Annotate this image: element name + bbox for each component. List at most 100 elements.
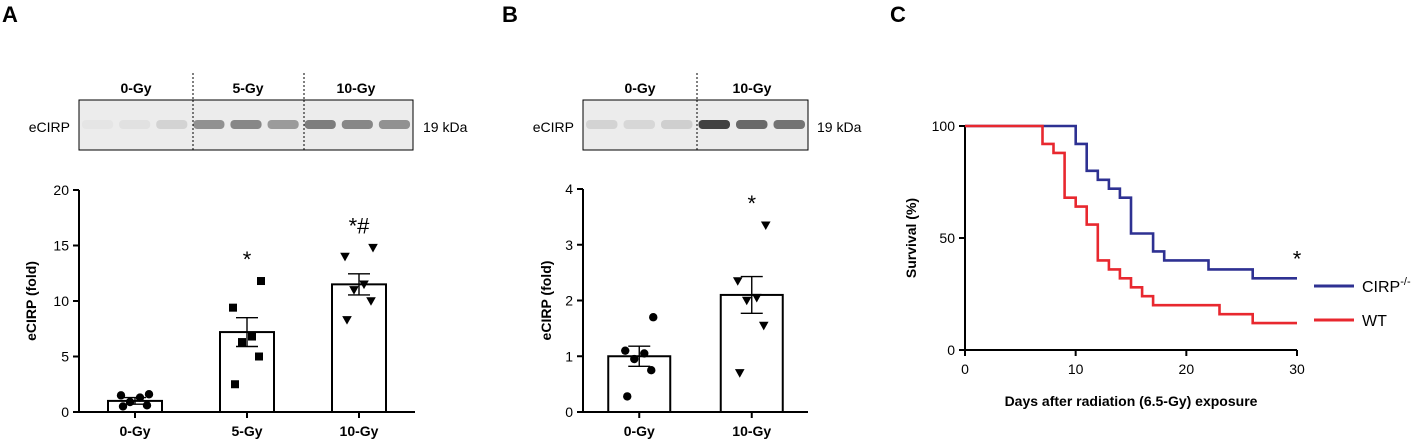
- data-point: [640, 349, 649, 358]
- blot-a-lane-label-2: 10-Gy: [337, 80, 376, 96]
- data-point: [359, 280, 369, 290]
- y-tick-label: 10: [53, 293, 69, 309]
- data-point: [340, 252, 350, 262]
- x-tick-label: 0-Gy: [624, 423, 655, 439]
- y-tick-label: 100: [932, 118, 956, 134]
- x-tick-label: 30: [1289, 361, 1305, 377]
- data-point: [741, 296, 752, 306]
- blot-b: 0-Gy 10-Gy eCIRP 19 kDa: [533, 73, 862, 151]
- survival-line-cirp: [965, 124, 1297, 280]
- data-point: [118, 402, 128, 411]
- y-tick-label: 5: [61, 349, 69, 365]
- blot-b-lane-label-0: 0-Gy: [624, 80, 655, 96]
- chart-b: 0 1 2 3 4 eCIRP (fold) 0-Gy 10-Gy *: [538, 181, 808, 439]
- data-point: [732, 277, 743, 286]
- data-point: [647, 365, 656, 375]
- data-point: [349, 286, 359, 295]
- data-point: [257, 277, 265, 286]
- significance-label: *: [243, 247, 252, 272]
- data-point: [630, 354, 639, 364]
- blot-a-band-2-1: [341, 120, 373, 129]
- data-point: [255, 352, 263, 361]
- blot-b-membrane: [582, 99, 809, 151]
- data-point: [248, 332, 256, 341]
- data-point: [116, 391, 126, 400]
- blot-b-band-1-0: [698, 120, 730, 129]
- data-point: [342, 316, 352, 325]
- panel-letter-b: B: [502, 2, 518, 27]
- x-tick-label: 10: [1068, 361, 1084, 377]
- legend-label-superscript: -/-: [1400, 276, 1411, 288]
- blot-a-band-1-1: [230, 120, 262, 129]
- y-axis-title: eCIRP (fold): [538, 261, 554, 341]
- y-tick-label: 15: [53, 238, 69, 254]
- data-point: [125, 397, 135, 407]
- data-point: [760, 221, 771, 231]
- y-tick-label: 0: [565, 404, 573, 420]
- data-point: [751, 293, 762, 303]
- significance-label: *#: [349, 214, 371, 239]
- legend-label: WT: [1362, 313, 1387, 330]
- blot-a-band-0-0: [81, 120, 114, 129]
- blot-b-lane-label-1: 10-Gy: [733, 80, 772, 96]
- y-axis-title: Survival (%): [903, 198, 919, 278]
- blot-b-band-0-2: [661, 120, 693, 129]
- bar: [719, 293, 784, 413]
- blot-b-bands: [586, 120, 805, 129]
- y-tick-label: 0: [947, 342, 955, 358]
- significance-label: *: [1293, 246, 1302, 271]
- data-point: [142, 401, 152, 410]
- blot-a-band-1-2: [267, 120, 299, 129]
- blot-b-protein-label: eCIRP: [533, 119, 574, 135]
- blot-b-band-0-1: [623, 120, 655, 129]
- blot-a: 0-Gy 5-Gy 10-Gy eCIRP 19 kDa: [29, 73, 468, 151]
- legend-label: CIRP-/-: [1362, 276, 1411, 296]
- x-axis-title: Days after radiation (6.5-Gy) exposure: [1005, 393, 1258, 409]
- blot-a-lane-label-0: 0-Gy: [120, 80, 151, 96]
- x-tick-label: 0: [961, 361, 969, 377]
- x-tick-label: 10-Gy: [340, 423, 379, 439]
- data-point: [758, 321, 769, 331]
- bar: [331, 283, 387, 414]
- blot-a-bands: [81, 120, 411, 129]
- blot-a-band-0-1: [119, 120, 151, 129]
- data-point: [238, 338, 246, 347]
- y-tick-label: 0: [61, 404, 69, 420]
- data-point: [144, 390, 154, 399]
- chart-c: 0 50 100 0 10 20 30 Survival (%) Days after radi…: [903, 118, 1411, 409]
- blot-a-lane-label-1: 5-Gy: [232, 80, 263, 96]
- survival-line-wt: [965, 124, 1297, 325]
- y-tick-label: 1: [565, 348, 573, 364]
- data-point: [229, 303, 237, 312]
- panel-letter-a: A: [2, 2, 18, 27]
- blot-a-size-label: 19 kDa: [423, 119, 468, 135]
- blot-b-band-0-0: [586, 120, 618, 129]
- blot-b-band-1-1: [736, 120, 768, 129]
- blot-b-size-label: 19 kDa: [817, 119, 862, 135]
- data-point: [368, 243, 378, 253]
- y-tick-label: 3: [565, 237, 573, 253]
- legend-label-name: CIRP: [1362, 279, 1400, 296]
- legend-label-name: WT: [1362, 313, 1387, 330]
- x-tick-label: 5-Gy: [231, 423, 262, 439]
- chart-a: 0 5 10 15 20 eCIRP (fold) 0-Gy 5-Gy * 10-Gy *#: [23, 182, 415, 439]
- panel-letter-c: C: [890, 2, 906, 27]
- blot-a-band-2-2: [378, 120, 411, 129]
- y-tick-label: 20: [53, 182, 69, 198]
- blot-a-band-2-0: [304, 120, 336, 129]
- x-tick-label: 0-Gy: [119, 423, 150, 439]
- blot-a-band-0-2: [156, 120, 188, 129]
- y-axis-title: eCIRP (fold): [23, 261, 39, 341]
- x-tick-label: 20: [1179, 361, 1195, 377]
- data-point: [621, 346, 630, 355]
- data-point: [649, 313, 658, 322]
- blot-b-band-1-2: [773, 120, 805, 129]
- y-tick-label: 4: [565, 181, 573, 197]
- data-point: [231, 380, 239, 389]
- blot-a-protein-label: eCIRP: [29, 119, 70, 135]
- y-tick-label: 2: [565, 293, 573, 309]
- x-tick-label: 10-Gy: [732, 423, 771, 439]
- data-point: [623, 392, 632, 401]
- data-point: [734, 369, 745, 378]
